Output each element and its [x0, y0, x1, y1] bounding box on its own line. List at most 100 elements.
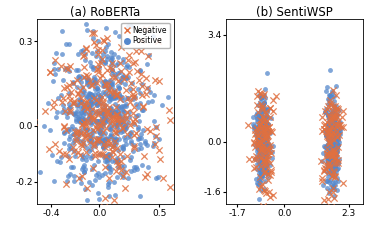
Point — [333, 132, 339, 135]
Point — [261, 133, 267, 137]
Point — [261, 154, 267, 158]
Point — [113, 63, 119, 67]
Point — [90, 66, 96, 69]
Point — [329, 132, 334, 136]
Point — [259, 121, 265, 125]
Point — [106, 88, 112, 91]
Point — [83, 120, 89, 124]
Point — [74, 103, 80, 107]
Point — [88, 122, 94, 125]
Point — [259, 137, 265, 140]
Point — [138, 49, 144, 53]
Point — [257, 127, 263, 131]
Point — [102, 92, 108, 95]
Point — [326, 170, 332, 174]
Point — [262, 133, 268, 136]
Point — [260, 120, 266, 124]
Point — [91, 40, 97, 44]
Point — [327, 102, 333, 106]
Point — [330, 141, 336, 144]
Point — [324, 85, 330, 89]
Point — [67, 110, 73, 114]
Point — [260, 149, 266, 153]
Point — [334, 136, 340, 139]
Point — [323, 133, 329, 137]
Point — [118, 105, 124, 109]
Point — [251, 166, 257, 170]
Point — [72, 113, 78, 117]
Point — [58, 156, 64, 159]
Point — [325, 146, 331, 150]
Point — [94, 43, 100, 47]
Point — [82, 52, 88, 56]
Point — [69, 125, 75, 128]
Point — [330, 140, 336, 144]
Point — [113, 75, 119, 78]
Point — [330, 141, 336, 145]
Point — [255, 134, 261, 138]
Point — [115, 106, 121, 110]
Point — [331, 139, 337, 142]
Point — [321, 169, 327, 173]
Point — [269, 170, 275, 174]
Point — [263, 113, 269, 116]
Point — [253, 137, 259, 140]
Point — [124, 132, 130, 136]
Point — [259, 167, 265, 171]
Point — [326, 116, 332, 120]
Point — [257, 126, 263, 130]
Point — [101, 117, 107, 121]
Point — [325, 175, 331, 179]
Point — [270, 144, 276, 147]
Point — [110, 149, 115, 153]
Point — [262, 171, 268, 175]
Point — [252, 128, 258, 131]
Point — [319, 129, 325, 133]
Point — [125, 135, 131, 139]
Point — [331, 140, 337, 143]
Point — [81, 143, 87, 146]
Point — [257, 136, 263, 140]
Point — [331, 119, 337, 123]
Point — [262, 134, 268, 138]
Point — [332, 107, 338, 110]
Point — [257, 138, 263, 141]
Point — [258, 164, 264, 168]
Point — [149, 99, 155, 103]
Point — [83, 73, 89, 77]
Title: (b) SentiWSP: (b) SentiWSP — [256, 6, 333, 19]
Point — [258, 164, 264, 168]
Point — [332, 137, 338, 140]
Point — [89, 108, 95, 111]
Point — [103, 155, 109, 158]
Point — [258, 173, 263, 177]
Point — [327, 140, 333, 144]
Point — [88, 64, 94, 68]
Point — [335, 138, 341, 142]
Point — [79, 85, 85, 88]
Point — [332, 116, 337, 119]
Point — [254, 141, 260, 145]
Point — [330, 153, 336, 156]
Point — [269, 130, 275, 133]
Point — [94, 119, 100, 123]
Point — [81, 118, 87, 121]
Point — [157, 157, 163, 161]
Point — [257, 142, 263, 146]
Point — [263, 114, 269, 118]
Point — [327, 163, 333, 167]
Point — [331, 132, 337, 136]
Point — [259, 160, 265, 164]
Point — [324, 138, 330, 142]
Point — [330, 121, 336, 125]
Point — [326, 130, 332, 134]
Point — [257, 143, 263, 147]
Point — [131, 143, 137, 147]
Point — [256, 145, 262, 149]
Point — [261, 128, 267, 132]
Point — [329, 129, 335, 133]
Point — [112, 130, 118, 133]
Point — [334, 151, 340, 154]
Point — [261, 94, 267, 97]
Point — [265, 152, 271, 156]
